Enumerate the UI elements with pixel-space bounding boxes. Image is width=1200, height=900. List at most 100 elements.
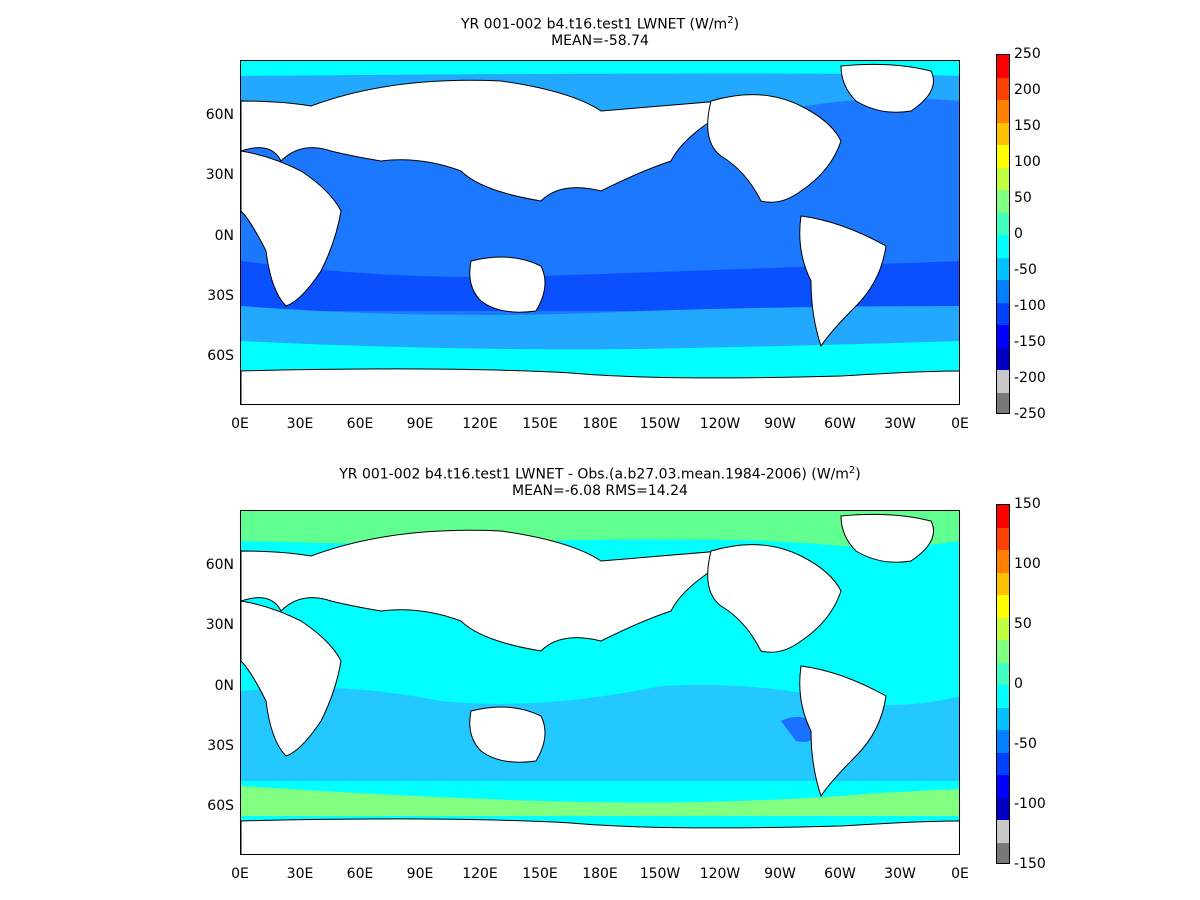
colorbar-segment (997, 302, 1009, 325)
eurasia (241, 529, 722, 652)
colorbar-segment (997, 707, 1009, 730)
colorbar-label: -50 (1014, 262, 1037, 278)
colorbar-label: 100 (1014, 556, 1041, 572)
colorbar-segment (997, 752, 1009, 775)
colorbar-segment (997, 775, 1009, 798)
lon-label: 60E (346, 416, 374, 432)
australia (469, 256, 546, 313)
panel-lwnet: YR 001-002 b4.t16.test1 LWNET (W/m2) MEA… (205, 15, 1046, 432)
colorbar-segment (997, 842, 1009, 863)
australia (469, 706, 546, 763)
colorbar-segment (997, 662, 1009, 685)
southern-green-band (241, 786, 959, 816)
colorbar-segment (997, 190, 1009, 213)
colorbar (996, 54, 1010, 414)
lon-label: 60W (824, 866, 856, 882)
colorbar-segment (997, 685, 1009, 708)
colorbar-segment (997, 527, 1009, 550)
lon-label: 90W (764, 866, 796, 882)
lat-label: 60S (207, 798, 234, 814)
lon-label: 180E (582, 866, 618, 882)
panel-title: YR 001-002 b4.t16.test1 LWNET - Obs.(a.b… (339, 465, 861, 483)
colorbar-label: 150 (1014, 118, 1041, 134)
lat-label: 30N (205, 167, 234, 183)
lon-label: 180E (582, 416, 618, 432)
colorbar-label: -250 (1014, 406, 1046, 422)
colorbar-segment (997, 730, 1009, 753)
lon-label: 150W (639, 866, 681, 882)
lon-label: 120W (699, 416, 741, 432)
colorbar-label: 100 (1014, 154, 1041, 170)
colorbar-segment (997, 505, 1009, 528)
colorbar-label: 50 (1014, 190, 1032, 206)
eurasia (241, 79, 722, 202)
colorbar-segment (997, 325, 1009, 348)
panel-subtitle: MEAN=-6.08 RMS=14.24 (512, 483, 688, 499)
colorbar-label: 0 (1014, 676, 1023, 692)
lon-label: 150W (639, 416, 681, 432)
colorbar (996, 504, 1010, 864)
lon-label: 0E (951, 866, 969, 882)
north-america (707, 94, 842, 203)
map-svg (241, 61, 959, 404)
antarctica (241, 368, 959, 404)
lon-label: 150E (522, 416, 558, 432)
lat-label: 30S (207, 738, 234, 754)
ocean-north (241, 61, 959, 129)
lon-label: 120E (462, 416, 498, 432)
map-svg (241, 511, 959, 854)
lon-label: 0E (951, 416, 969, 432)
colorbar-label: 150 (1014, 496, 1041, 512)
lat-label: 60N (205, 107, 234, 123)
colorbar-segment (997, 617, 1009, 640)
lat-label: 30N (205, 617, 234, 633)
lat-label: 0N (214, 228, 234, 244)
lon-label: 30E (286, 866, 314, 882)
lat-label: 60N (205, 557, 234, 573)
lon-label: 120W (699, 866, 741, 882)
lon-label: 150E (522, 866, 558, 882)
colorbar-segment (997, 595, 1009, 618)
greenland (840, 513, 934, 563)
colorbar-segment (997, 122, 1009, 145)
colorbar-segment (997, 820, 1009, 843)
colorbar-label: 0 (1014, 226, 1023, 242)
lon-label: 30E (286, 416, 314, 432)
lat-label: 0N (214, 678, 234, 694)
colorbar-segment (997, 55, 1009, 78)
colorbar-label: -100 (1014, 796, 1046, 812)
lon-label: 90W (764, 416, 796, 432)
lon-label: 60E (346, 866, 374, 882)
colorbar-segment (997, 797, 1009, 820)
colorbar-segment (997, 235, 1009, 258)
lat-label: 30S (207, 288, 234, 304)
colorbar-segment (997, 550, 1009, 573)
colorbar-segment (997, 640, 1009, 663)
world-map (240, 510, 960, 855)
colorbar-segment (997, 280, 1009, 303)
colorbar-segment (997, 347, 1009, 370)
colorbar-label: -50 (1014, 736, 1037, 752)
south-america (799, 215, 887, 348)
greenland (840, 63, 934, 113)
colorbar-label: -150 (1014, 856, 1046, 872)
colorbar-segment (997, 370, 1009, 393)
south-america (799, 665, 887, 798)
colorbar-segment (997, 100, 1009, 123)
colorbar-label: 50 (1014, 616, 1032, 632)
africa (241, 150, 342, 307)
colorbar-segment (997, 145, 1009, 168)
colorbar-label: 250 (1014, 46, 1041, 62)
antarctica (241, 818, 959, 854)
lon-label: 30W (884, 416, 916, 432)
ocean-mid-band (241, 685, 959, 781)
panel-subtitle: MEAN=-58.74 (551, 33, 649, 49)
panel-lwnet-diff: YR 001-002 b4.t16.test1 LWNET - Obs.(a.b… (0, 450, 1200, 900)
lon-label: 30W (884, 866, 916, 882)
colorbar-label: 200 (1014, 82, 1041, 98)
north-america (707, 544, 842, 653)
colorbar-label: -200 (1014, 370, 1046, 386)
colorbar-segment (997, 572, 1009, 595)
ocean-south-band (241, 261, 959, 311)
colorbar-label: -150 (1014, 334, 1046, 350)
